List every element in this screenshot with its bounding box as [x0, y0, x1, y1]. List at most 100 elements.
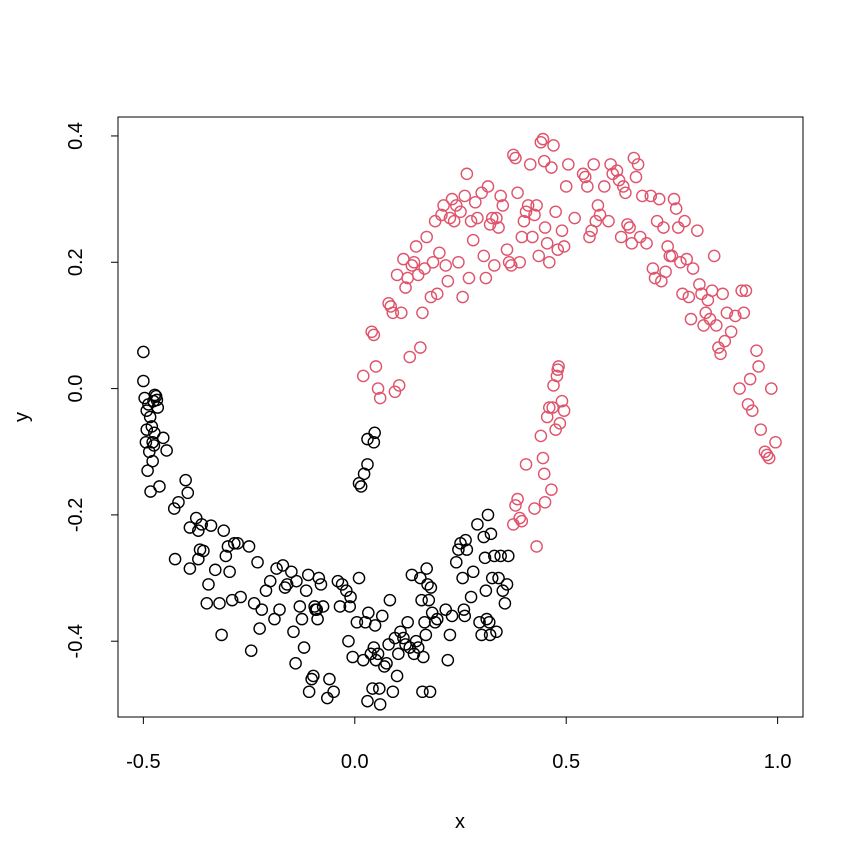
data-point — [546, 401, 559, 414]
data-point — [690, 224, 704, 237]
data-point — [621, 218, 634, 231]
data-point — [648, 271, 662, 285]
data-point — [555, 224, 569, 237]
data-point — [423, 685, 437, 699]
data-point — [559, 180, 573, 193]
data-point — [498, 597, 512, 610]
data-point — [459, 533, 472, 547]
data-point — [452, 255, 465, 269]
series-2 — [356, 132, 782, 553]
data-point — [392, 379, 406, 392]
data-point — [373, 698, 387, 711]
data-point — [361, 458, 374, 471]
data-point — [422, 593, 436, 607]
data-point — [352, 477, 366, 490]
data-point — [323, 672, 336, 686]
data-point — [475, 628, 488, 642]
data-point — [150, 393, 164, 407]
data-point — [479, 271, 493, 285]
data-point — [550, 369, 564, 383]
data-point — [433, 246, 446, 260]
data-point — [310, 603, 324, 616]
data-point — [752, 360, 765, 373]
data-point — [568, 211, 581, 225]
x-tick-label: 0.0 — [341, 751, 369, 773]
data-point — [471, 518, 484, 531]
data-point — [481, 508, 495, 522]
data-point — [452, 543, 465, 556]
data-point — [416, 650, 430, 664]
data-point — [483, 218, 497, 231]
data-point — [367, 328, 381, 342]
data-point — [420, 230, 433, 244]
data-point — [411, 641, 425, 654]
data-point — [545, 161, 558, 174]
data-point — [652, 192, 666, 206]
data-point — [513, 255, 527, 269]
x-axis-title: x — [455, 811, 465, 833]
data-point — [407, 255, 421, 269]
data-point — [606, 167, 620, 181]
data-point — [263, 574, 277, 588]
data-point — [682, 290, 696, 304]
y-tick-label: -0.4 — [65, 624, 87, 658]
data-point — [424, 290, 438, 304]
data-point — [371, 647, 385, 661]
data-point — [287, 625, 300, 639]
data-point — [511, 186, 524, 200]
data-point — [488, 259, 501, 272]
data-point — [160, 444, 173, 457]
data-point — [485, 211, 499, 225]
data-point — [678, 214, 691, 228]
data-point — [519, 205, 533, 219]
y-tick-label: 0.4 — [65, 122, 87, 150]
data-point — [644, 189, 658, 203]
data-point — [553, 417, 567, 430]
data-point — [762, 451, 776, 465]
data-point — [494, 549, 507, 563]
data-point — [729, 309, 742, 323]
data-point — [464, 214, 478, 228]
data-point — [737, 306, 751, 320]
data-point — [511, 492, 524, 506]
data-point — [156, 431, 170, 445]
data-point — [419, 628, 433, 642]
data-point — [458, 609, 472, 623]
data-point — [443, 628, 457, 642]
data-point — [684, 312, 698, 326]
data-point — [242, 540, 256, 553]
data-point — [454, 205, 467, 219]
data-point — [273, 603, 286, 616]
data-point — [456, 571, 469, 585]
data-point — [390, 669, 404, 683]
data-point — [530, 540, 543, 553]
data-point — [536, 451, 550, 465]
data-point — [352, 571, 366, 585]
data-point — [741, 398, 755, 411]
data-point — [146, 454, 159, 468]
data-point — [733, 382, 746, 395]
data-point — [366, 682, 379, 695]
data-point — [667, 192, 681, 206]
data-point — [507, 148, 520, 162]
data-point — [477, 249, 491, 263]
data-point — [375, 609, 389, 623]
data-point — [418, 262, 431, 275]
data-point — [414, 571, 427, 585]
data-point — [346, 650, 359, 664]
data-point — [504, 259, 518, 272]
data-point — [234, 590, 247, 604]
data-point — [247, 597, 261, 610]
data-point — [490, 625, 503, 639]
data-point — [290, 574, 303, 588]
data-point — [420, 562, 433, 575]
data-point — [739, 284, 753, 297]
data-point — [589, 214, 603, 228]
data-point — [646, 262, 660, 275]
y-axis: -0.4 -0.2 0.0 0.2 0.4 — [65, 122, 119, 658]
data-point — [488, 549, 501, 563]
x-tick-label: 1.0 — [764, 751, 792, 773]
data-point — [213, 597, 226, 610]
data-point — [343, 600, 357, 613]
data-point — [697, 319, 710, 332]
